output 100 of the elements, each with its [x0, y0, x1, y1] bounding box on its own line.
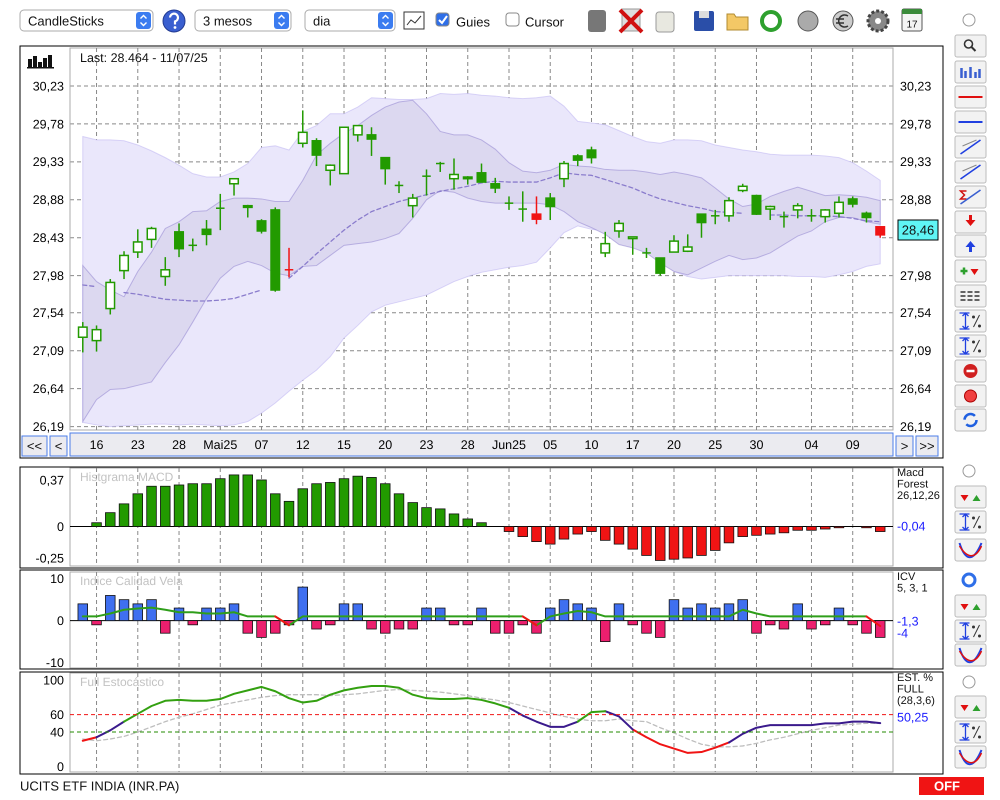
bar — [448, 620, 460, 626]
bar — [256, 480, 267, 527]
y-tick-label: 28,43 — [32, 231, 64, 246]
y2-tick-label: 30,23 — [900, 79, 932, 94]
x-tick-label: 05 — [543, 438, 558, 452]
text: Macd — [897, 466, 924, 479]
candlestick — [229, 178, 240, 196]
bar — [765, 620, 776, 626]
y2-tick-label: 29,33 — [900, 155, 932, 170]
bar — [875, 620, 886, 638]
x-tick-label: 28 — [172, 438, 186, 452]
bar — [848, 620, 858, 626]
bar — [105, 512, 116, 527]
candlestick — [92, 324, 102, 352]
bar — [408, 502, 418, 527]
bar — [806, 620, 817, 630]
text: Forest — [897, 478, 928, 490]
x-tick-label: 15 — [337, 438, 352, 452]
bar — [655, 620, 666, 638]
bar — [476, 522, 487, 527]
candlestick — [448, 158, 460, 190]
bar — [242, 474, 253, 527]
text: 28,46 — [902, 222, 934, 238]
bar — [751, 526, 762, 536]
text: CandleSticks — [28, 14, 104, 29]
bar — [146, 486, 157, 527]
bar — [820, 526, 830, 530]
bar — [394, 493, 404, 527]
chart-title: Full Estocástico — [80, 675, 164, 689]
candlestick — [668, 234, 679, 253]
text: OFF — [934, 778, 960, 794]
candlestick — [545, 192, 556, 221]
bar — [531, 526, 542, 542]
candlestick — [696, 213, 706, 238]
bar — [380, 483, 390, 527]
bar — [91, 620, 102, 626]
text: Guies — [456, 14, 490, 30]
candlestick — [242, 204, 253, 218]
bar — [270, 493, 280, 527]
bar — [518, 620, 528, 626]
bar — [256, 620, 267, 638]
bar — [284, 500, 294, 527]
bar — [655, 526, 666, 561]
candlestick — [751, 194, 762, 216]
bar — [545, 526, 556, 545]
bar — [78, 603, 88, 622]
candlestick — [215, 193, 226, 231]
y-tick-label: 27,54 — [32, 306, 64, 320]
text: 50,25 — [897, 710, 928, 724]
bar — [105, 595, 116, 622]
candlestick — [160, 256, 170, 287]
candlestick — [614, 219, 624, 238]
x-tick-label: 23 — [130, 438, 145, 452]
bar — [778, 526, 790, 534]
candlestick — [366, 126, 377, 157]
y-tick-label: 28,88 — [32, 193, 64, 208]
x-tick-label: 28 — [460, 438, 475, 452]
text: 17 — [906, 20, 918, 30]
y-tick-label: 27,09 — [32, 344, 64, 358]
candlestick — [284, 247, 294, 278]
candlestick — [132, 228, 143, 259]
bar — [778, 620, 790, 630]
candlestick — [710, 209, 720, 225]
bar — [380, 620, 390, 634]
bar — [572, 526, 583, 534]
candlestick — [146, 226, 157, 249]
x-tick-label: 17 — [626, 438, 640, 452]
y-tick-label: 0 — [57, 520, 64, 534]
candlestick — [435, 161, 446, 173]
bar — [215, 478, 226, 527]
y-tick-label: 26,19 — [32, 420, 64, 434]
candlestick — [628, 236, 638, 256]
candlestick — [765, 204, 776, 221]
text: ICV — [897, 570, 916, 583]
y-tick-label: 0 — [57, 760, 64, 774]
text: > — [900, 438, 908, 454]
chart-title: Histgrama MACD — [80, 470, 174, 484]
candlestick — [531, 196, 542, 225]
bar — [325, 620, 336, 626]
bar — [352, 476, 363, 527]
y-tick-label: 0,37 — [40, 473, 64, 488]
x-tick-label: 20 — [667, 438, 681, 452]
text: -0,04 — [897, 519, 926, 534]
candlestick — [394, 180, 404, 194]
x-tick-label: Mai25 — [203, 438, 238, 452]
candlestick — [778, 210, 789, 228]
x-tick-label: 30 — [750, 438, 764, 452]
bar — [641, 526, 652, 556]
candlestick — [641, 247, 652, 259]
y-tick-label: 10 — [50, 572, 64, 586]
text: FULL — [897, 683, 924, 696]
y-tick-label: 29,33 — [32, 155, 64, 170]
y-tick-label: 60 — [50, 708, 64, 722]
chart-title: Indice Calidad Vela — [80, 574, 184, 588]
bar — [641, 620, 652, 634]
bar — [338, 478, 350, 527]
bar — [710, 526, 720, 551]
candlestick — [848, 196, 858, 208]
bar — [118, 503, 130, 527]
candlestick — [600, 231, 610, 258]
